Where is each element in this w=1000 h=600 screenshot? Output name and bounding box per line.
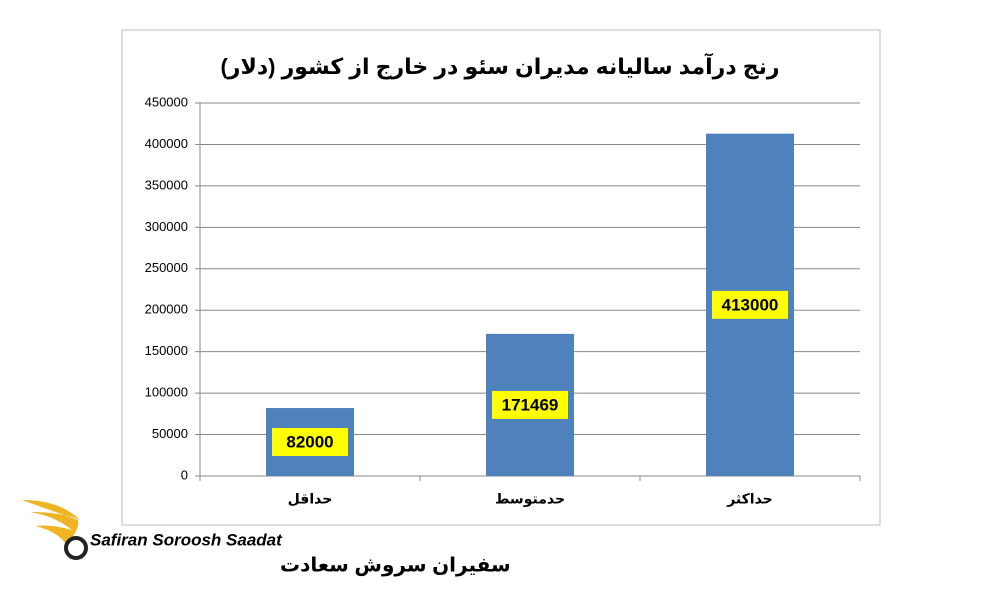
data-label: 171469 [502, 395, 559, 414]
y-tick-label: 300000 [145, 219, 188, 234]
x-tick-label: حداقل [288, 491, 333, 507]
logo-persian: سفیران سروش سعادت [280, 554, 511, 576]
logo-latin: Safiran Soroosh Saadat [90, 530, 283, 549]
y-tick-label: 200000 [145, 302, 188, 317]
logo: Safiran Soroosh Saadat سفیران سروش سعادت [22, 500, 511, 576]
y-tick-label: 50000 [152, 426, 188, 441]
data-label: 82000 [286, 432, 333, 451]
y-tick-label: 450000 [145, 94, 188, 109]
y-tick-label: 400000 [145, 136, 188, 151]
data-label-box [492, 390, 568, 419]
y-tick-label: 250000 [145, 260, 188, 275]
y-tick-label: 350000 [145, 177, 188, 192]
y-tick-label: 0 [181, 467, 188, 482]
data-label-box [272, 428, 348, 457]
y-tick-label: 150000 [145, 343, 188, 358]
logo-swan [64, 536, 88, 560]
y-tick-label: 100000 [145, 385, 188, 400]
chart-title: رنج درآمد سالیانه مدیران سئو در خارج از … [220, 52, 779, 80]
logo-wing [22, 500, 80, 544]
data-label-box [712, 290, 788, 319]
x-tick-label: حداکثر [726, 491, 773, 508]
data-label: 413000 [722, 295, 779, 314]
x-tick-label: حدمتوسط [495, 491, 565, 508]
